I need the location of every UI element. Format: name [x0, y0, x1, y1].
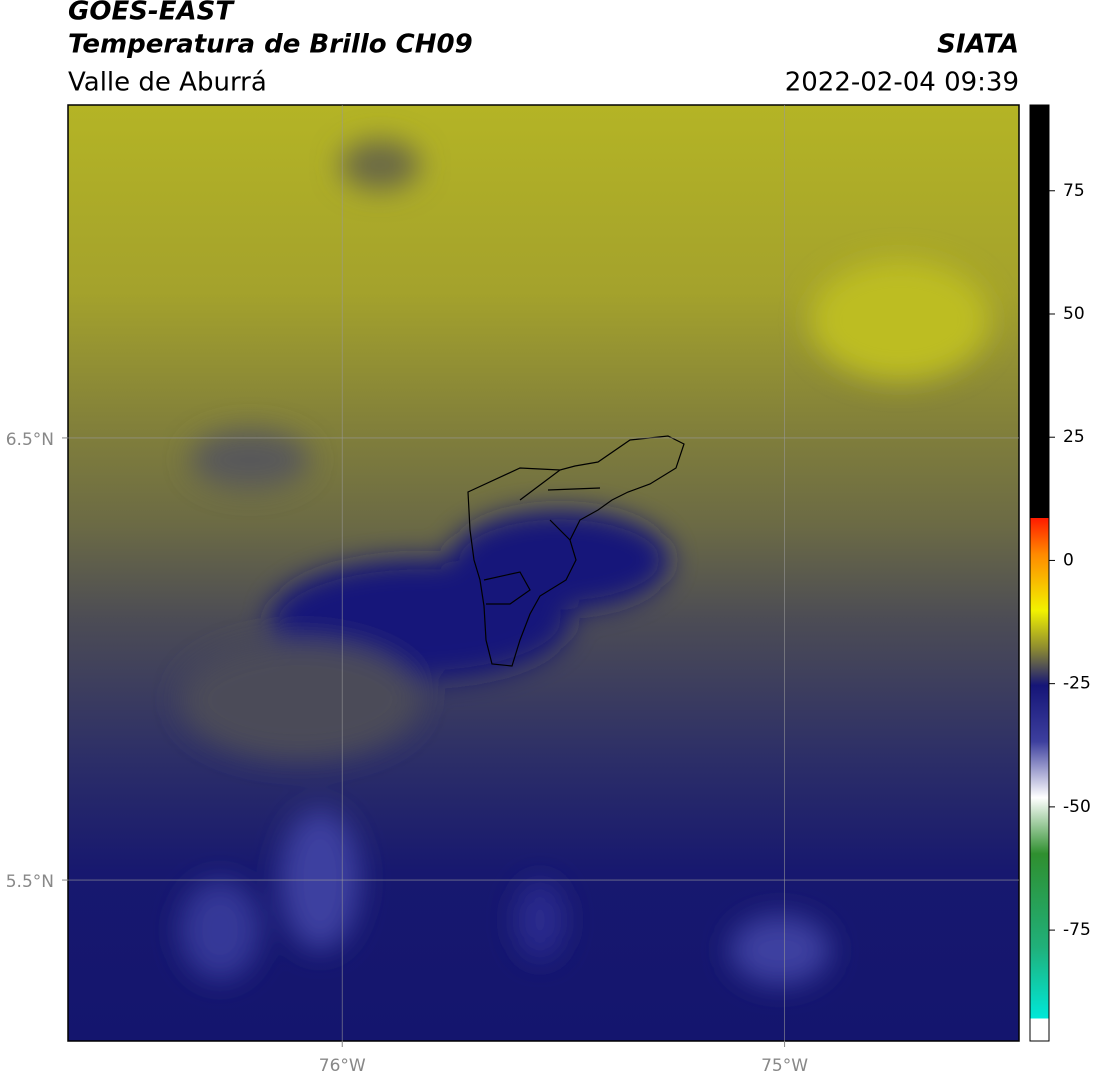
map-frame: [67, 104, 1020, 1042]
subtitle: Temperatura de Brillo CH09: [68, 30, 473, 60]
colorbar-tick-label: 75: [1063, 181, 1085, 201]
colorbar: [1029, 104, 1050, 1042]
datetime: 2022-02-04 09:39: [785, 68, 1019, 98]
y-tick-label: 6.5°N: [6, 430, 54, 450]
municipal-boundaries: [467, 435, 685, 667]
colorbar-tick-label: 50: [1063, 304, 1085, 324]
colorbar-tick-label: -75: [1063, 920, 1091, 940]
map-field: [68, 105, 1019, 1041]
source: SIATA: [937, 30, 1019, 60]
y-tick-label: 5.5°N: [6, 872, 54, 892]
x-tick-label: 76°W: [319, 1056, 366, 1076]
colorbar-tick-label: -50: [1063, 797, 1091, 817]
title: GOES-EAST: [68, 0, 235, 27]
x-tick-label: 75°W: [761, 1056, 808, 1076]
region: Valle de Aburrá: [68, 68, 267, 98]
colorbar-tick-label: 25: [1063, 427, 1085, 447]
colorbar-tick-label: 0: [1063, 550, 1074, 570]
colorbar-tick-label: -25: [1063, 674, 1091, 694]
